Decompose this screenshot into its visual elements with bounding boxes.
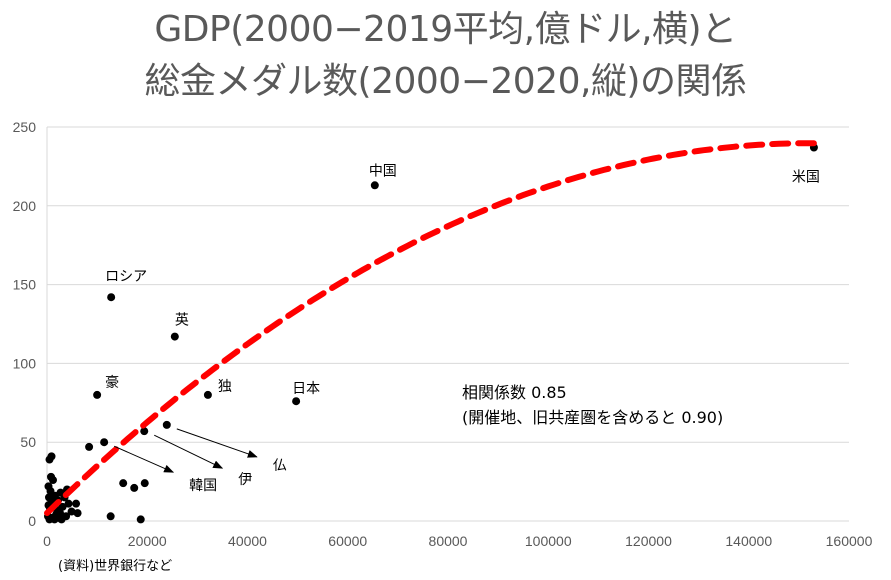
data-point	[67, 507, 76, 516]
x-tick-label: 60000	[328, 533, 367, 549]
point-label: 豪	[105, 375, 119, 391]
data-point	[85, 442, 94, 451]
data-point-labeled	[370, 181, 379, 190]
data-point	[72, 499, 81, 508]
x-tick-label: 40000	[228, 533, 267, 549]
y-tick-label: 100	[13, 355, 37, 371]
data-point-labeled	[292, 397, 301, 406]
chart-title-line2: 総金メダル数(2000−2020,縦)の関係	[144, 61, 747, 102]
point-label: 仏	[273, 458, 287, 474]
correlation-annotation: 相関係数 0.85	[462, 383, 567, 402]
chart-title-line1: GDP(2000−2019平均,億ドル,横)と	[154, 9, 737, 50]
point-label: 中国	[369, 163, 397, 179]
label-arrow	[154, 434, 224, 469]
gridlines	[47, 126, 849, 443]
label-arrow	[113, 445, 175, 473]
y-tick-label: 200	[13, 198, 37, 214]
point-label: 米国	[792, 169, 820, 185]
point-label: 伊	[238, 472, 252, 488]
x-tick-label: 140000	[725, 533, 772, 549]
x-tick-label: 80000	[429, 533, 468, 549]
y-tick-label: 150	[13, 277, 37, 293]
data-point	[62, 512, 71, 521]
data-point	[73, 509, 82, 518]
y-tick-labels: 0 50 100 150 200 250	[13, 119, 37, 529]
y-tick-label: 0	[28, 513, 36, 529]
data-point	[106, 512, 115, 521]
point-label: 独	[218, 379, 232, 395]
point-label: 日本	[292, 381, 320, 397]
data-point-labeled	[107, 293, 116, 302]
x-tick-label: 100000	[525, 533, 572, 549]
point-label: 韓国	[189, 478, 217, 494]
point-label: 英	[175, 312, 189, 329]
y-tick-label: 250	[13, 119, 37, 135]
y-tick-label: 50	[20, 434, 36, 450]
axes	[46, 127, 849, 522]
data-point	[140, 479, 149, 488]
trendline-layer	[44, 140, 817, 517]
point-label: ロシア	[105, 269, 147, 285]
x-tick-labels: 0 20000 40000 60000 80000 100000 120000 140000 1…	[43, 533, 872, 549]
data-point	[47, 452, 56, 461]
trendline	[44, 140, 817, 517]
x-tick-label: 160000	[826, 533, 873, 549]
data-point-labeled	[93, 390, 102, 399]
data-point	[119, 479, 128, 488]
data-points	[44, 143, 818, 524]
data-point-labeled	[203, 390, 212, 399]
data-point-labeled	[100, 438, 109, 447]
correlation-annotation-note: (開催地、旧共産圏を含めると 0.90)	[462, 408, 724, 427]
data-point	[130, 483, 139, 492]
data-point	[48, 494, 57, 503]
data-point-labeled	[140, 427, 149, 436]
data-point-labeled	[170, 332, 179, 341]
data-point	[49, 476, 58, 485]
data-point	[58, 502, 67, 511]
source-note: (資料)世界銀行など	[58, 559, 173, 574]
label-arrow	[176, 428, 258, 458]
x-tick-label: 120000	[625, 533, 672, 549]
x-tick-label: 20000	[128, 533, 167, 549]
data-point	[64, 499, 73, 508]
x-tick-label: 0	[43, 533, 51, 549]
data-point	[56, 488, 65, 497]
data-point	[52, 510, 61, 519]
data-point-labeled	[162, 420, 171, 429]
data-point	[136, 515, 145, 524]
